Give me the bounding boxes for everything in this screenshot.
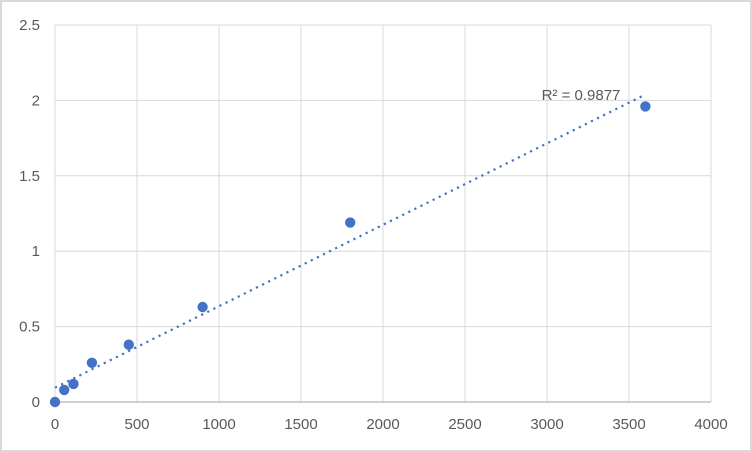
y-axis-tick-labels: 0 0.5 1 1.5 2 2.5 bbox=[19, 17, 40, 411]
x-tick-label: 2000 bbox=[366, 416, 399, 433]
y-tick-label: 0.5 bbox=[19, 319, 40, 336]
trendline bbox=[54, 93, 646, 389]
data-points bbox=[49, 101, 651, 408]
data-point bbox=[49, 396, 61, 408]
data-point bbox=[197, 301, 208, 313]
y-tick-label: 1.5 bbox=[19, 168, 40, 185]
x-tick-label: 2500 bbox=[448, 416, 481, 433]
x-tick-label: 0 bbox=[51, 416, 59, 433]
x-tick-label: 500 bbox=[124, 416, 149, 433]
data-point bbox=[345, 217, 356, 228]
trendline-dotted bbox=[54, 93, 646, 389]
x-tick-label: 1500 bbox=[284, 416, 317, 433]
data-point bbox=[86, 357, 98, 368]
data-point bbox=[59, 384, 70, 396]
y-tick-label: 2.5 bbox=[19, 17, 40, 34]
gridlines bbox=[54, 24, 712, 403]
data-point bbox=[640, 101, 651, 112]
y-tick-label: 0 bbox=[32, 394, 40, 411]
x-tick-label: 1000 bbox=[202, 416, 235, 433]
y-tick-label: 1 bbox=[32, 243, 40, 260]
data-point bbox=[68, 378, 79, 390]
y-tick-label: 2 bbox=[32, 92, 40, 109]
x-tick-label: 4000 bbox=[694, 416, 727, 433]
x-tick-label: 3500 bbox=[612, 416, 645, 433]
x-axis-tick-labels: 0 500 1000 1500 2000 2500 3000 3500 4000 bbox=[51, 416, 728, 433]
x-tick-label: 3000 bbox=[530, 416, 563, 433]
data-point bbox=[123, 339, 134, 350]
r-squared-label: R² = 0.9877 bbox=[542, 87, 621, 104]
